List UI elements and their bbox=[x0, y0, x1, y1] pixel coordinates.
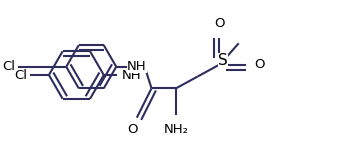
Text: Cl: Cl bbox=[14, 69, 27, 82]
Text: NH: NH bbox=[121, 69, 141, 82]
Text: O: O bbox=[128, 123, 138, 136]
Text: S: S bbox=[218, 53, 228, 68]
Text: Cl: Cl bbox=[2, 60, 16, 73]
Text: NH₂: NH₂ bbox=[163, 123, 189, 136]
Text: NH: NH bbox=[127, 60, 147, 73]
Text: O: O bbox=[214, 17, 224, 30]
Text: O: O bbox=[255, 58, 265, 71]
